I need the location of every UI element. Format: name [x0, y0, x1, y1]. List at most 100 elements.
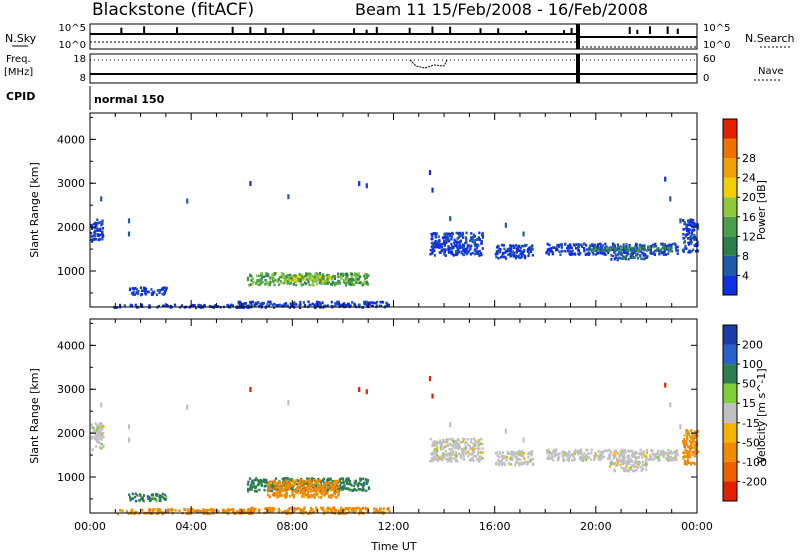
echo-cell — [692, 438, 695, 442]
echo-cell — [102, 444, 105, 448]
echo-cell — [227, 508, 230, 511]
echo-cell — [478, 238, 481, 241]
echo-cell — [308, 277, 312, 280]
echo-cell — [599, 453, 602, 457]
echo-cell — [460, 251, 463, 255]
echo-cell — [683, 454, 686, 457]
echo-cell — [562, 450, 565, 454]
echo-cell — [578, 243, 582, 247]
echo-cell — [519, 249, 522, 253]
echo-cell — [620, 454, 623, 457]
echo-cell — [344, 479, 348, 483]
echo-cell — [267, 493, 270, 497]
echo-cell — [522, 250, 525, 254]
echo-cell — [687, 456, 690, 459]
echo-cell — [636, 460, 639, 464]
echo-cell — [690, 435, 694, 438]
echo-cell — [210, 509, 213, 512]
echo-cell — [598, 458, 601, 461]
echo-cell — [577, 249, 580, 252]
echo-cell — [594, 253, 598, 256]
echo-cell — [285, 275, 288, 279]
echo-cell — [291, 277, 294, 281]
echo-cell — [154, 498, 157, 501]
echo-cell — [462, 458, 466, 461]
echo-cell — [460, 250, 463, 253]
echo-cell — [477, 244, 480, 247]
echo-cell — [517, 458, 521, 461]
echo-cell — [206, 512, 209, 515]
echo-cell — [149, 499, 152, 502]
echo-cell — [309, 272, 312, 276]
echo-cell — [97, 234, 101, 238]
echo-cell — [314, 479, 317, 483]
colorbar-segment — [723, 325, 737, 345]
echo-cell — [98, 422, 101, 425]
y-tick-label: 3000 — [57, 177, 85, 190]
echo-cell — [669, 451, 672, 455]
echo-cell — [331, 275, 334, 279]
echo-cell — [365, 389, 368, 395]
echo-cell — [593, 458, 596, 461]
echo-cell — [613, 469, 617, 473]
echo-cell — [296, 275, 299, 279]
echo-cell — [669, 456, 672, 459]
echo-cell — [455, 245, 459, 249]
echo-cell — [164, 286, 167, 290]
echo-cell — [694, 440, 697, 444]
echo-cell — [625, 254, 628, 258]
echo-cell — [661, 251, 664, 254]
echo-cell — [516, 247, 519, 250]
echo-cell — [603, 252, 606, 256]
scatter-region — [246, 271, 370, 287]
echo-cell — [617, 256, 620, 260]
echo-cell — [341, 274, 345, 277]
echo-cell — [327, 481, 331, 485]
echo-cell — [299, 488, 302, 491]
echo-cell — [571, 249, 574, 252]
echo-cell — [255, 274, 259, 278]
echo-cell — [330, 277, 333, 281]
velocity-plot-area — [90, 376, 700, 516]
echo-cell — [336, 300, 339, 304]
echo-cell — [102, 425, 105, 428]
echo-cell — [300, 482, 303, 485]
echo-cell — [549, 452, 552, 455]
echo-cell — [690, 242, 693, 245]
scatter-region — [90, 422, 105, 451]
echo-cell — [690, 231, 694, 235]
echo-cell — [326, 490, 329, 493]
echo-cell — [292, 484, 295, 488]
echo-cell — [689, 443, 692, 446]
echo-cell — [235, 510, 239, 513]
echo-cell — [609, 452, 612, 455]
echo-cell — [500, 455, 503, 458]
echo-cell — [613, 257, 616, 261]
echo-cell — [293, 494, 296, 497]
echo-cell — [166, 303, 169, 307]
echo-cell — [430, 241, 433, 245]
echo-cell — [472, 448, 475, 451]
echo-cell — [364, 506, 367, 510]
echo-cell — [642, 452, 645, 455]
echo-cell — [675, 458, 678, 462]
scatter-region — [128, 492, 168, 503]
echo-cell — [685, 442, 688, 446]
echo-cell — [278, 509, 281, 512]
echo-cell — [587, 247, 590, 250]
nsky-tick-bottom: 10^0 — [59, 40, 86, 51]
echo-cell — [621, 456, 624, 459]
echo-cell — [469, 447, 472, 450]
echo-cell — [274, 486, 277, 490]
echo-cell — [352, 509, 355, 512]
sparse-echoes — [100, 170, 682, 250]
echo-cell — [250, 481, 253, 485]
echo-cell — [321, 277, 324, 280]
echo-cell — [478, 250, 481, 253]
colorbar-segment — [723, 422, 737, 443]
echo-cell — [132, 291, 135, 294]
echo-cell — [360, 483, 363, 486]
scatter-region — [128, 286, 168, 297]
echo-cell — [688, 453, 691, 457]
echo-cell — [696, 225, 700, 228]
